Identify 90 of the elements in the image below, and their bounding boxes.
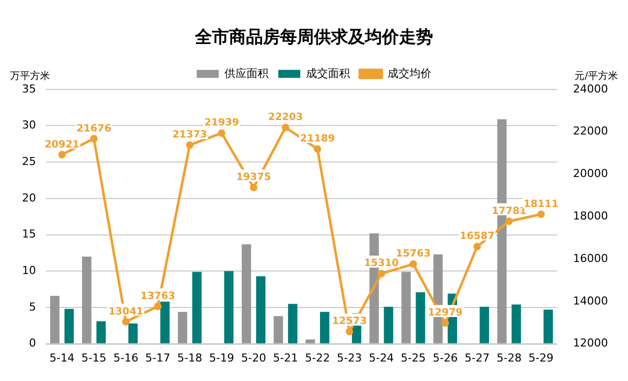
x-tick-label: 5-21 bbox=[273, 351, 298, 364]
data-label: 19375 bbox=[236, 172, 272, 184]
x-tick-label: 5-22 bbox=[304, 351, 330, 364]
bar bbox=[544, 310, 553, 344]
bar bbox=[224, 271, 234, 344]
point bbox=[282, 124, 290, 132]
data-label: 21189 bbox=[300, 134, 335, 145]
bar bbox=[306, 339, 315, 344]
point bbox=[441, 319, 449, 327]
point bbox=[346, 328, 354, 336]
chart-title: 全市商品房每周供求及均价走势 bbox=[194, 28, 433, 48]
y-tick-label: 0 bbox=[28, 336, 36, 350]
y2-tick-label: 14000 bbox=[573, 294, 608, 308]
bar bbox=[416, 292, 426, 344]
data-label: 13763 bbox=[140, 291, 176, 302]
bar bbox=[50, 296, 60, 344]
data-label: 12573 bbox=[332, 316, 367, 328]
bar bbox=[96, 321, 106, 344]
data-label: 18111 bbox=[524, 198, 558, 210]
x-tick-label: 5-28 bbox=[496, 351, 522, 364]
point bbox=[90, 134, 98, 142]
data-label: 13041 bbox=[108, 306, 144, 318]
point bbox=[505, 217, 513, 225]
point bbox=[537, 210, 545, 218]
y-tick-label: 20 bbox=[22, 191, 36, 204]
y-tick-label: 25 bbox=[22, 154, 36, 168]
data-label: 15310 bbox=[364, 258, 399, 270]
y-tick-label: 30 bbox=[22, 118, 36, 132]
bar bbox=[274, 316, 284, 344]
data-label: 21939 bbox=[204, 118, 240, 129]
x-tick-label: 5-26 bbox=[432, 351, 458, 364]
bar bbox=[242, 244, 252, 344]
legend-label: 供应面积 bbox=[224, 66, 268, 80]
y2-tick-label: 16000 bbox=[573, 252, 608, 265]
y2-tick-label: 18000 bbox=[573, 209, 608, 222]
y2-tick-label: 22000 bbox=[573, 124, 608, 138]
bar bbox=[178, 312, 188, 344]
bar bbox=[256, 276, 266, 344]
y-tick-label: 5 bbox=[28, 300, 36, 314]
x-tick-label: 5-18 bbox=[177, 351, 202, 364]
point bbox=[378, 270, 386, 278]
data-label: 20921 bbox=[44, 139, 80, 150]
x-tick-label: 5-23 bbox=[336, 351, 362, 364]
bar bbox=[288, 304, 298, 344]
x-tick-label: 5-17 bbox=[145, 351, 170, 364]
y-tick-label: 10 bbox=[22, 264, 36, 277]
point bbox=[122, 318, 130, 326]
point bbox=[250, 184, 258, 192]
x-tick-label: 5-29 bbox=[528, 351, 554, 364]
bar bbox=[82, 256, 92, 344]
bar bbox=[401, 272, 411, 344]
y-axis-title: 万平方米 bbox=[10, 70, 50, 82]
data-label: 17781 bbox=[492, 206, 527, 217]
bar bbox=[192, 272, 202, 344]
x-tick-label: 5-24 bbox=[368, 351, 394, 364]
data-label: 16587 bbox=[460, 231, 495, 242]
point bbox=[473, 242, 481, 250]
bar bbox=[160, 302, 170, 344]
point bbox=[314, 145, 322, 153]
y-tick-label: 35 bbox=[22, 82, 36, 96]
data-label: 22203 bbox=[268, 112, 303, 124]
x-tick-label: 5-16 bbox=[113, 351, 138, 364]
data-label: 21676 bbox=[76, 123, 112, 134]
data-label: 21373 bbox=[172, 130, 208, 141]
bar bbox=[512, 304, 521, 344]
y-tick-label: 15 bbox=[22, 228, 36, 241]
y2-tick-label: 24000 bbox=[573, 82, 608, 96]
data-label: 15763 bbox=[396, 248, 431, 260]
bar bbox=[384, 306, 394, 344]
bar bbox=[128, 323, 138, 344]
x-tick-label: 5-19 bbox=[209, 351, 234, 364]
x-tick-label: 5-15 bbox=[81, 351, 106, 364]
point bbox=[186, 141, 194, 149]
y2-tick-label: 20000 bbox=[573, 167, 608, 180]
y2-tick-label: 12000 bbox=[573, 336, 608, 350]
legend-label: 成交面积 bbox=[306, 66, 350, 80]
x-tick-label: 5-27 bbox=[464, 351, 490, 364]
point bbox=[410, 260, 418, 268]
x-tick-label: 5-14 bbox=[49, 351, 74, 364]
data-label: 12979 bbox=[428, 308, 463, 319]
legend-label: 成交均价 bbox=[387, 66, 432, 80]
y2-axis-title: 元/平方米 bbox=[574, 70, 618, 82]
bar bbox=[480, 306, 490, 344]
point bbox=[58, 150, 66, 158]
x-tick-label: 5-25 bbox=[400, 351, 426, 364]
point bbox=[218, 129, 226, 137]
bar bbox=[64, 308, 74, 344]
bar bbox=[320, 312, 330, 344]
point bbox=[154, 302, 162, 310]
x-tick-label: 5-20 bbox=[241, 351, 266, 364]
